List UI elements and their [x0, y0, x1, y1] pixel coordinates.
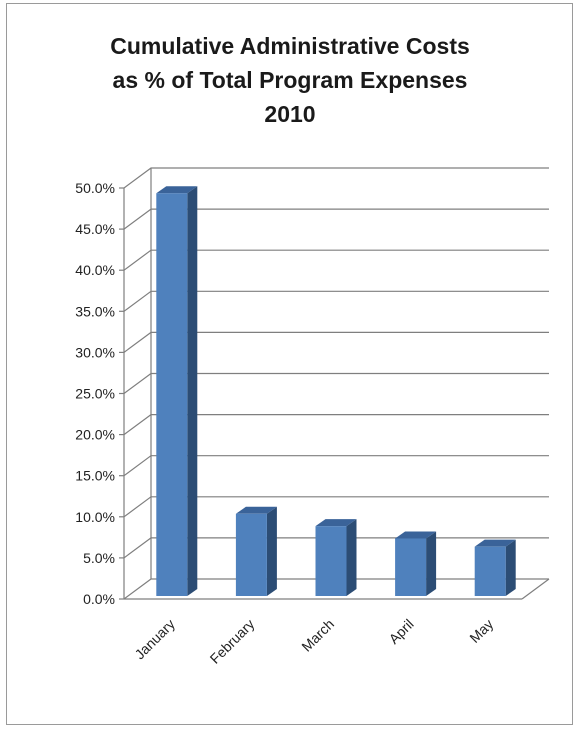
bar-top: [315, 519, 357, 527]
bar-front: [395, 538, 427, 596]
bar-side: [346, 519, 357, 596]
y-axis-tick-labels: 0.0% 5.0% 10.0% 15.0% 20.0% 25.0% 30.0% 35.0% 40…: [75, 180, 115, 607]
x-category-label: April: [386, 616, 417, 647]
bar-side: [426, 531, 437, 596]
bar: [474, 539, 516, 596]
x-category-label: February: [207, 616, 258, 667]
y-tick-label: 35.0%: [75, 303, 115, 319]
bar-front: [156, 193, 188, 596]
axes: [119, 168, 550, 600]
bar: [315, 519, 357, 596]
y-tick-label: 0.0%: [83, 591, 115, 607]
bar: [395, 531, 437, 596]
bar-side: [505, 539, 516, 596]
bar-top: [156, 186, 198, 194]
bars: [156, 186, 516, 596]
gridline: [123, 167, 549, 189]
y-tick-label: 10.0%: [75, 509, 115, 525]
bar-side: [266, 506, 277, 596]
bar-side: [187, 186, 198, 596]
chart-title: Cumulative Administrative Costs as % of …: [110, 33, 470, 127]
y-tick-label: 20.0%: [75, 427, 115, 443]
chart-title-line-1: Cumulative Administrative Costs: [110, 33, 470, 59]
y-tick-label: 15.0%: [75, 468, 115, 484]
bar-front: [474, 546, 506, 596]
bar: [235, 506, 277, 596]
y-tick-label: 25.0%: [75, 386, 115, 402]
x-category-label: March: [298, 616, 337, 655]
y-tick-label: 40.0%: [75, 262, 115, 278]
x-category-label: January: [131, 616, 178, 663]
bar-top: [474, 539, 516, 547]
bar-top: [395, 531, 437, 539]
chart-frame: Cumulative Administrative Costs as % of …: [6, 3, 573, 725]
chart-title-line-2: as % of Total Program Expenses: [113, 67, 468, 93]
bar-top: [235, 506, 277, 514]
bar-front: [315, 526, 347, 596]
chart-title-line-3: 2010: [264, 101, 315, 127]
y-tick-label: 50.0%: [75, 180, 115, 196]
y-tick-label: 5.0%: [83, 550, 115, 566]
y-tick-label: 45.0%: [75, 221, 115, 237]
bar: [156, 186, 198, 596]
y-tick-label: 30.0%: [75, 344, 115, 360]
bar-front: [235, 513, 267, 596]
chart: Cumulative Administrative Costs as % of …: [75, 33, 550, 667]
x-category-label: May: [466, 616, 496, 646]
x-axis-category-labels: January February March April May: [131, 616, 496, 667]
floor-right-edge: [521, 578, 550, 600]
